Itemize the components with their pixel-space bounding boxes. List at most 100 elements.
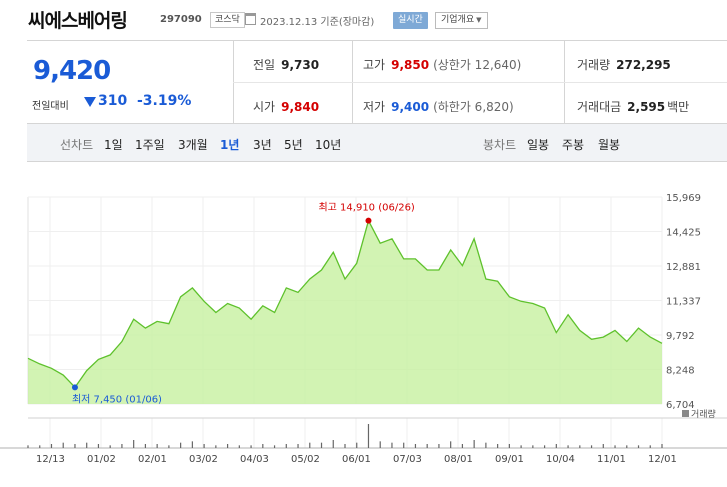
price-summary: 9,420 전일대비 310 -3.19% 전일 9,730 고가 9,850 (상한… [27, 40, 727, 124]
volume-legend-label: 거래량 [691, 408, 716, 420]
current-price: 9,420 [33, 56, 111, 86]
period-tab-1w[interactable]: 1주일 [135, 138, 165, 152]
low-value: 9,400 [391, 100, 430, 114]
volume-bar [567, 445, 569, 448]
volume-bar [497, 444, 499, 448]
period-tab-3m[interactable]: 3개월 [178, 138, 208, 152]
open-label: 시가 [253, 100, 276, 114]
x-tick-label: 11/01 [597, 454, 626, 465]
volume-bar [637, 445, 640, 448]
volume-bar [62, 442, 64, 448]
period-tab-10y[interactable]: 10년 [315, 138, 342, 152]
prev-close-value: 9,730 [281, 58, 320, 72]
max-label: 최고 14,910 (06/26) [318, 202, 414, 214]
volume-bar [344, 444, 346, 448]
candle-tab-weekly[interactable]: 주봉 [562, 138, 585, 152]
price-chart[interactable]: 12/13 01/02 02/01 03/02 04/03 05/02 06/01 07/03… [0, 162, 727, 487]
volume-bar [133, 440, 135, 448]
volume-bar [180, 442, 182, 448]
candle-chart-label: 봉차트 [483, 138, 517, 152]
volume-bar [74, 444, 76, 448]
y-tick-label: 14,425 [666, 228, 701, 239]
company-overview-button[interactable]: 기업개요 ▼ [435, 12, 488, 29]
volume-bar [238, 445, 240, 448]
market-badge: 코스닥 [210, 12, 245, 28]
realtime-button[interactable]: 실시간 [393, 12, 428, 29]
line-chart-label: 선차트 [60, 138, 94, 152]
period-tab-1d[interactable]: 1일 [104, 138, 123, 152]
volume-bar [273, 445, 276, 448]
trade-amount-label: 거래대금 [577, 100, 622, 114]
trade-amount-value: 2,595 [627, 100, 666, 114]
x-tick-label: 05/02 [291, 454, 320, 465]
period-tab-3y[interactable]: 3년 [253, 138, 272, 152]
candle-tab-daily[interactable]: 일봉 [527, 138, 550, 152]
volume-bar [27, 445, 29, 448]
volume-bar [391, 442, 393, 448]
volume-bar [649, 445, 651, 448]
divider [233, 82, 727, 83]
chevron-down-icon: ▼ [476, 16, 482, 24]
volume-bar [97, 444, 100, 448]
trade-amount: 거래대금 2,595 백만 [577, 98, 689, 115]
x-tick-label: 01/02 [87, 454, 116, 465]
volume-bar [156, 444, 158, 448]
volume-bar [450, 441, 452, 448]
volume-label: 거래량 [577, 58, 611, 72]
period-tab-5y[interactable]: 5년 [284, 138, 303, 152]
stock-code: 297090 [160, 14, 202, 25]
min-label: 최저 7,450 (01/06) [72, 393, 162, 405]
min-point [71, 384, 78, 391]
volume-bar [86, 442, 88, 448]
upper-limit: (상한가 12,640) [433, 58, 522, 72]
volume-bar [532, 445, 534, 448]
volume-bar [579, 445, 581, 448]
volume-bar [614, 445, 616, 448]
volume-bar [543, 445, 546, 448]
base-date: 2023.12.13 기준(장마감) [260, 17, 375, 28]
company-overview-label: 기업개요 [441, 15, 475, 25]
price-line [27, 218, 663, 389]
volume-bar [426, 444, 428, 448]
volume-bar [297, 444, 299, 448]
volume-bar [262, 444, 264, 448]
high-price: 고가 9,850 (상한가 12,640) [363, 56, 521, 73]
period-tab-1y[interactable]: 1년 [220, 138, 240, 152]
open-price: 시가 9,840 [253, 98, 319, 115]
candle-tab-monthly[interactable]: 월봉 [598, 138, 621, 152]
down-triangle-icon [84, 97, 96, 107]
volume-bar [438, 444, 440, 448]
volume-bar [203, 444, 205, 448]
change-percent: -3.19% [137, 93, 192, 109]
volume-bar [109, 445, 111, 448]
y-tick-label: 9,792 [666, 331, 695, 342]
volume-bar [39, 445, 41, 448]
volume-bar [379, 441, 381, 448]
x-tick-label: 02/01 [138, 454, 167, 465]
y-tick-label: 12,881 [666, 262, 701, 273]
volume: 거래량 272,295 [577, 56, 671, 73]
volume-bar [485, 442, 487, 448]
volume-bar [226, 444, 229, 448]
volume-bar [508, 444, 510, 448]
volume-bar [520, 445, 522, 448]
volume-bar [473, 440, 475, 448]
x-tick-label: 03/02 [189, 454, 218, 465]
x-tick-label: 09/01 [495, 454, 524, 465]
volume-bar [414, 444, 417, 448]
volume-bar [626, 445, 628, 448]
price-area [28, 220, 662, 404]
volume-bar [555, 444, 557, 448]
open-value: 9,840 [281, 100, 320, 114]
y-tick-label: 8,248 [666, 366, 695, 377]
x-tick-label: 12/01 [648, 454, 677, 465]
y-tick-label: 15,969 [666, 193, 701, 204]
stock-name[interactable]: 씨에스베어링 [28, 10, 128, 32]
x-tick-label: 04/03 [240, 454, 269, 465]
prev-close-label: 전일 [253, 58, 276, 72]
volume-bar [144, 444, 147, 448]
prev-close: 전일 9,730 [253, 56, 319, 73]
volume-bar [356, 442, 358, 448]
volume-bar [403, 442, 405, 448]
high-label: 고가 [363, 58, 386, 72]
